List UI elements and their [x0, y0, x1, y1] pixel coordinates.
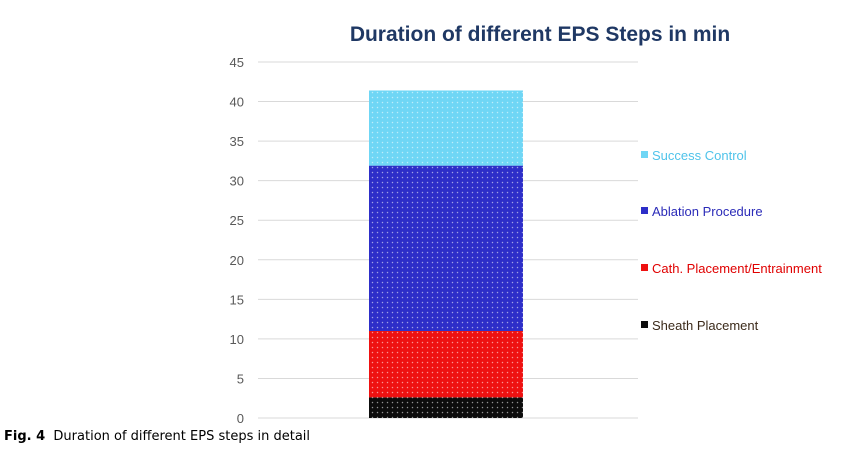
y-tick-label: 0 — [237, 411, 244, 426]
y-axis-tick-labels: 0 5 10 15 20 25 30 35 40 45 — [230, 55, 244, 426]
legend-item: Cath. Placement/Entrainment — [641, 261, 822, 276]
y-tick-label: 20 — [230, 253, 244, 268]
legend-swatch — [641, 207, 648, 214]
bar-segment-texture — [369, 90, 523, 166]
legend-item: Sheath Placement — [641, 318, 759, 333]
chart-title: Duration of different EPS Steps in min — [350, 23, 730, 46]
figure-caption: Fig. 4 Duration of different EPS steps i… — [4, 429, 310, 444]
y-tick-label: 5 — [237, 371, 244, 386]
figure-caption-text: Duration of different EPS steps in detai… — [53, 429, 311, 444]
legend-label: Cath. Placement/Entrainment — [652, 261, 822, 276]
legend: Sheath Placement Cath. Placement/Entrainm… — [641, 148, 822, 333]
legend-label: Ablation Procedure — [652, 204, 763, 219]
legend-swatch — [641, 264, 648, 271]
y-tick-label: 45 — [230, 55, 244, 70]
bar-segment — [369, 330, 523, 398]
y-tick-label: 25 — [230, 213, 244, 228]
legend-swatch — [641, 151, 648, 158]
bar-segment-texture — [369, 165, 523, 331]
bar-segment-texture — [369, 397, 523, 418]
y-tick-label: 35 — [230, 134, 244, 149]
y-tick-label: 15 — [230, 292, 244, 307]
legend-item: Success Control — [641, 148, 747, 163]
legend-swatch — [641, 321, 648, 328]
bar-segment — [369, 397, 523, 418]
bar-segment-texture — [369, 330, 523, 398]
y-tick-label: 40 — [230, 95, 244, 110]
y-tick-label: 30 — [230, 174, 244, 189]
legend-label: Sheath Placement — [652, 318, 759, 333]
bar-segment — [369, 90, 523, 166]
legend-label: Success Control — [652, 148, 747, 163]
y-tick-label: 10 — [230, 332, 244, 347]
legend-item: Ablation Procedure — [641, 204, 763, 219]
bar-segment — [369, 165, 523, 331]
figure-label: Fig. 4 — [4, 429, 46, 444]
bar-segments — [369, 90, 523, 418]
